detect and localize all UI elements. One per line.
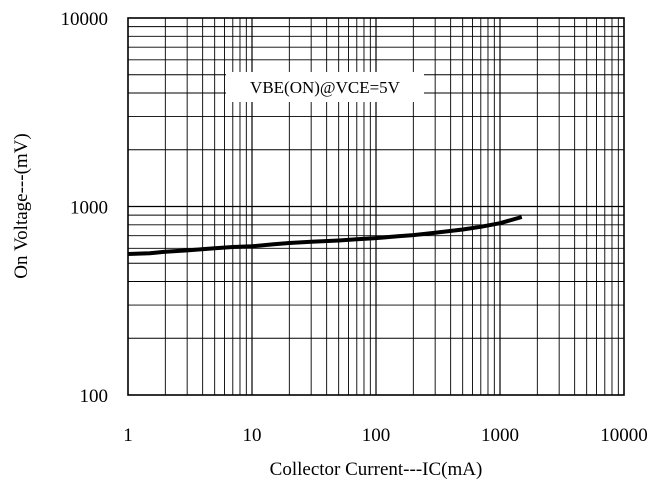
y-tick-labels: 100 1000 10000: [61, 9, 109, 407]
x-axis-label: Collector Current---IC(mA): [270, 459, 483, 480]
x-tick-label: 1000: [481, 425, 519, 446]
series-line: [127, 215, 523, 256]
y-tick-label: 1000: [70, 198, 108, 219]
x-tick-label: 1: [123, 425, 133, 446]
x-tick-label: 100: [362, 425, 391, 446]
annotation-label: VBE(ON)@VCE=5V: [250, 78, 401, 97]
y-tick-label: 10000: [61, 9, 109, 30]
x-tick-label: 10000: [600, 425, 648, 446]
x-tick-labels: 1 10 100 1000 10000: [123, 425, 648, 446]
x-tick-label: 10: [243, 425, 262, 446]
series-layer: [127, 215, 523, 256]
plot-frame: [127, 17, 625, 396]
annotation-box: VBE(ON)@VCE=5V: [226, 72, 424, 102]
y-axis-label: On Voltage---(mV): [11, 133, 32, 278]
y-tick-label: 100: [80, 386, 109, 407]
annotation-background: [226, 72, 424, 102]
